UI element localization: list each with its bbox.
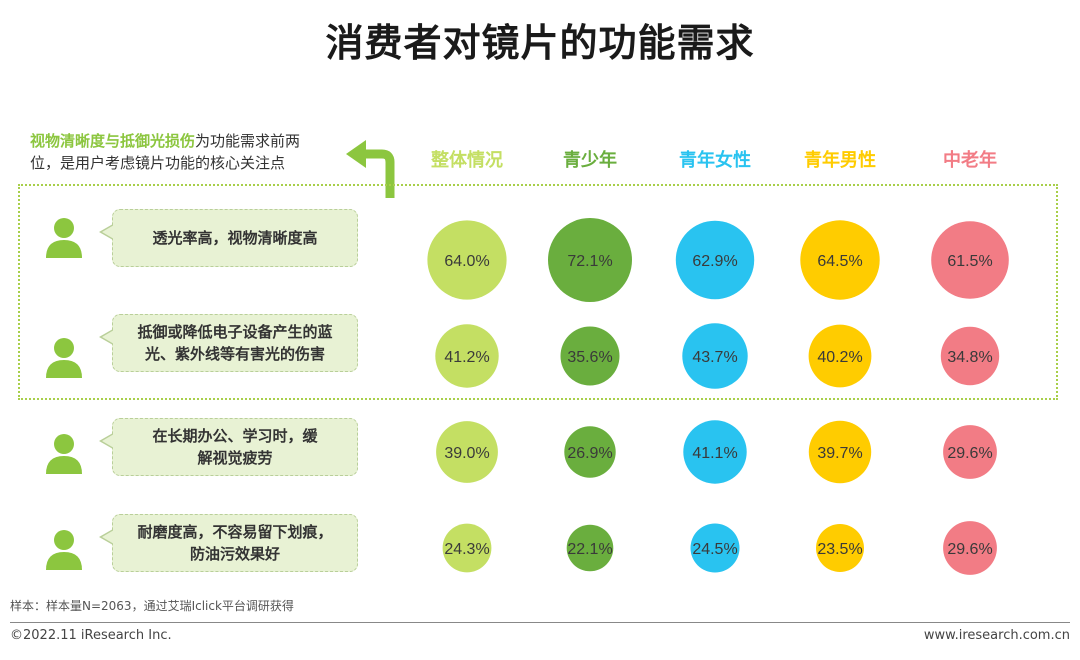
- note-line2: 位，是用户考虑镜片功能的核心关注点: [30, 154, 286, 172]
- row-label-line1: 透光率高，视物清晰度高: [152, 229, 318, 247]
- row-label-bubble: 耐磨度高，不容易留下划痕， 防油污效果好: [99, 514, 358, 572]
- data-bubble: [427, 220, 507, 300]
- data-bubble: [943, 521, 997, 575]
- sample-note: 样本：样本量N=2063，通过艾瑞Iclick平台调研获得: [10, 599, 294, 613]
- data-label: 64.0%: [444, 253, 489, 270]
- person-icon: [46, 530, 82, 570]
- row-label-line2: 解视觉疲劳: [197, 449, 273, 467]
- footer-divider: [10, 622, 1070, 623]
- data-label: 41.2%: [444, 349, 489, 366]
- data-label: 35.6%: [567, 349, 612, 366]
- data-label: 39.0%: [444, 445, 489, 462]
- data-label: 43.7%: [692, 349, 737, 366]
- data-label: 40.2%: [817, 349, 862, 366]
- note-highlight: 视物清晰度与抵御光损伤: [30, 132, 196, 150]
- row-label-line1: 耐磨度高，不容易留下划痕，: [137, 523, 333, 541]
- data-label: 61.5%: [947, 253, 992, 270]
- data-label: 72.1%: [567, 253, 612, 270]
- column-header: 中老年: [943, 150, 997, 171]
- person-icon: [46, 434, 82, 474]
- data-bubble: [943, 425, 997, 479]
- row-label-line2: 光、紫外线等有害光的伤害: [144, 345, 325, 363]
- data-label: 34.8%: [947, 349, 992, 366]
- data-bubble: [564, 426, 616, 478]
- data-label: 29.6%: [947, 541, 992, 558]
- data-bubble: [442, 523, 492, 573]
- turn-arrow-icon: [346, 140, 395, 198]
- data-bubble: [800, 220, 880, 300]
- data-label: 62.9%: [692, 253, 737, 270]
- data-label: 64.5%: [817, 253, 862, 270]
- row-label-line1: 抵御或降低电子设备产生的蓝: [137, 323, 333, 341]
- highlight-note: 视物清晰度与抵御光损伤为功能需求前两 位，是用户考虑镜片功能的核心关注点: [30, 130, 350, 174]
- data-label: 24.3%: [444, 541, 489, 558]
- top-two-highlight-box: [18, 184, 1058, 400]
- column-header: 青年男性: [804, 150, 876, 171]
- data-bubble: [675, 220, 755, 300]
- data-bubble: [808, 420, 872, 484]
- data-bubble: [436, 421, 498, 483]
- data-bubble: [940, 326, 1000, 386]
- data-label: 29.6%: [947, 445, 992, 462]
- data-bubble: [682, 323, 748, 389]
- copyright: ©2022.11 iResearch Inc.: [10, 628, 172, 643]
- column-header: 整体情况: [431, 150, 503, 171]
- data-label: 39.7%: [817, 445, 862, 462]
- data-bubble: [560, 326, 620, 386]
- note-line1-rest: 为功能需求前两: [195, 132, 301, 150]
- data-bubble: [931, 221, 1009, 299]
- data-label: 41.1%: [692, 445, 737, 462]
- row-label-line1: 在长期办公、学习时，缓: [152, 427, 318, 445]
- person-icon: [46, 218, 82, 258]
- data-bubble: [566, 524, 614, 572]
- data-bubble: [683, 420, 747, 484]
- row-label-bubble: 在长期办公、学习时，缓 解视觉疲劳: [99, 418, 358, 476]
- website-link[interactable]: www.iresearch.com.cn: [923, 628, 1070, 643]
- data-label: 23.5%: [817, 541, 862, 558]
- data-label: 26.9%: [567, 445, 612, 462]
- column-header: 青少年: [563, 150, 617, 171]
- page-title: 消费者对镜片的功能需求: [325, 21, 755, 65]
- data-bubble: [435, 324, 499, 388]
- row-label-bubble: 透光率高，视物清晰度高: [99, 209, 358, 267]
- data-bubble: [808, 324, 872, 388]
- data-bubble: [690, 523, 740, 573]
- row-label-line2: 防油污效果好: [189, 545, 280, 563]
- data-bubble: [816, 524, 864, 572]
- column-header: 青年女性: [679, 150, 751, 171]
- person-icon: [46, 338, 82, 378]
- row-label-bubble: 抵御或降低电子设备产生的蓝 光、紫外线等有害光的伤害: [99, 314, 358, 372]
- data-label: 22.1%: [567, 541, 612, 558]
- data-bubble: [548, 218, 632, 302]
- data-label: 24.5%: [692, 541, 737, 558]
